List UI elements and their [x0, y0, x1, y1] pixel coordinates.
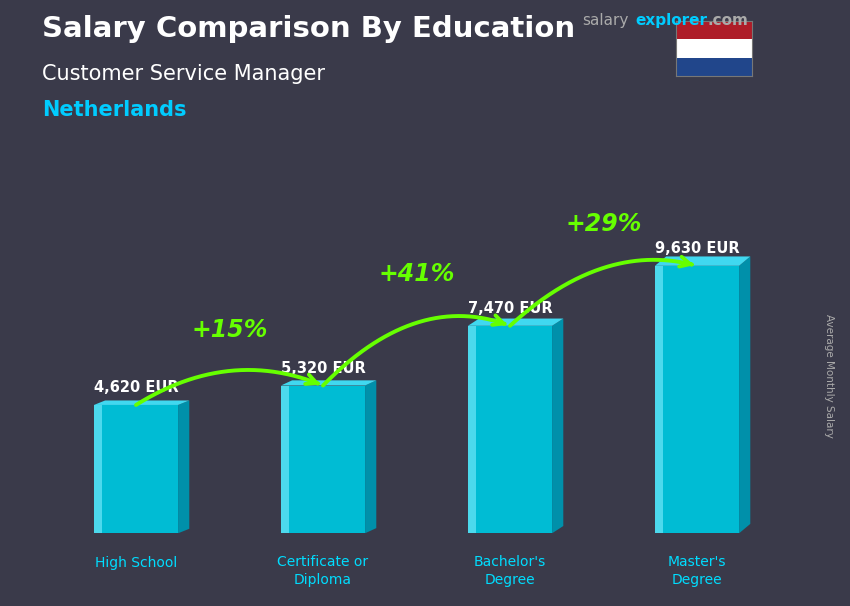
Text: +29%: +29% — [565, 212, 642, 236]
Polygon shape — [468, 326, 552, 533]
Bar — [676, 58, 752, 76]
Text: Netherlands: Netherlands — [42, 100, 187, 120]
Polygon shape — [468, 326, 476, 533]
Text: explorer: explorer — [636, 13, 708, 28]
Text: High School: High School — [95, 556, 177, 570]
Polygon shape — [654, 266, 663, 533]
Bar — [676, 39, 752, 58]
Text: Average Monthly Salary: Average Monthly Salary — [824, 314, 834, 438]
Polygon shape — [94, 405, 102, 533]
Bar — [676, 21, 752, 39]
Polygon shape — [178, 401, 190, 533]
Text: +15%: +15% — [191, 319, 268, 342]
Text: Bachelor's
Degree: Bachelor's Degree — [474, 556, 546, 587]
Polygon shape — [552, 319, 564, 533]
Polygon shape — [280, 385, 366, 533]
Text: Salary Comparison By Education: Salary Comparison By Education — [42, 15, 575, 43]
Polygon shape — [94, 401, 190, 405]
Text: 7,470 EUR: 7,470 EUR — [468, 301, 552, 316]
Text: Customer Service Manager: Customer Service Manager — [42, 64, 326, 84]
Polygon shape — [366, 381, 377, 533]
Text: 4,620 EUR: 4,620 EUR — [94, 380, 178, 395]
Text: salary: salary — [582, 13, 629, 28]
Text: +41%: +41% — [378, 262, 455, 286]
Polygon shape — [739, 256, 751, 533]
Polygon shape — [654, 256, 751, 266]
Text: Certificate or
Diploma: Certificate or Diploma — [277, 556, 369, 587]
Text: Master's
Degree: Master's Degree — [668, 556, 726, 587]
Polygon shape — [94, 405, 178, 533]
Text: .com: .com — [707, 13, 748, 28]
Text: 9,630 EUR: 9,630 EUR — [654, 241, 740, 256]
Text: 5,320 EUR: 5,320 EUR — [280, 361, 366, 376]
Polygon shape — [280, 385, 289, 533]
Polygon shape — [654, 266, 739, 533]
Polygon shape — [280, 381, 377, 385]
Polygon shape — [468, 319, 564, 326]
